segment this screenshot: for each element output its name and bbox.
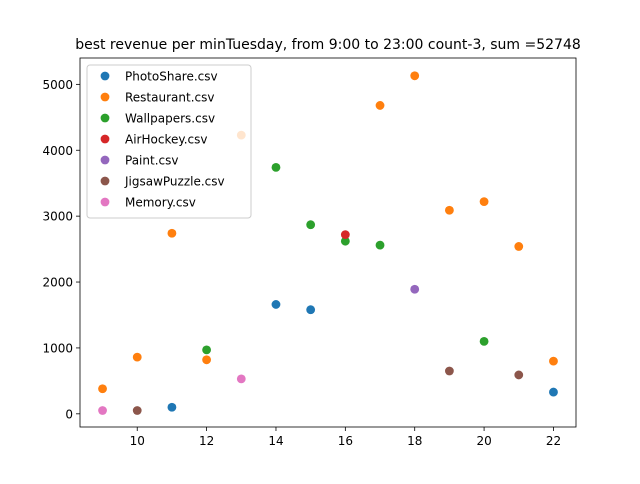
data-point-wallpapers [306, 220, 316, 230]
data-point-memory [236, 374, 246, 384]
x-tick-label: 14 [268, 434, 283, 448]
data-point-wallpapers [340, 236, 350, 246]
data-point-photoshare [271, 300, 281, 309]
data-point-jigsawpuzzle [514, 370, 524, 380]
data-point-jigsawpuzzle [132, 406, 142, 415]
y-tick-label: 4000 [42, 144, 73, 158]
legend-marker [100, 71, 110, 81]
y-tick-label: 3000 [42, 210, 73, 224]
legend: PhotoShare.csv Restaurant.csv Wallpapers.c… [86, 64, 252, 219]
legend-box [86, 64, 252, 219]
y-tick-label: 0 [65, 407, 73, 421]
y-tick-label: 2000 [42, 276, 73, 290]
data-point-restaurant [514, 242, 524, 251]
legend-marker [100, 113, 110, 123]
legend-label: Wallpapers.csv [125, 112, 215, 126]
data-point-restaurant [410, 71, 420, 81]
data-point-restaurant [479, 197, 489, 207]
data-point-wallpapers [375, 240, 385, 250]
data-point-restaurant [98, 384, 107, 394]
chart-title: best revenue per minTuesday, from 9:00 t… [75, 37, 581, 53]
legend-marker [100, 92, 110, 102]
data-point-restaurant [167, 228, 177, 238]
x-tick-label: 20 [476, 434, 491, 448]
data-point-memory [98, 406, 107, 415]
data-point-restaurant [202, 355, 212, 365]
legend-label: Paint.csv [125, 154, 178, 168]
data-point-restaurant [444, 205, 454, 215]
data-point-wallpapers [479, 336, 489, 346]
plot-area: 10 12 14 16 18 20 22 0 1000 2000 3000 4000 5000 Photo… [42, 57, 577, 448]
data-point-photoshare [549, 387, 558, 397]
data-point-restaurant [132, 352, 142, 362]
data-point-restaurant [549, 356, 558, 366]
data-point-jigsawpuzzle [444, 366, 454, 376]
data-point-restaurant [375, 101, 385, 110]
legend-label: AirHockey.csv [125, 133, 208, 147]
legend-marker [100, 134, 110, 144]
data-point-photoshare [306, 305, 316, 315]
data-point-paint [410, 284, 420, 294]
legend-label: Memory.csv [125, 196, 196, 210]
data-point-wallpapers [202, 345, 212, 355]
y-tick-label: 1000 [42, 341, 73, 355]
x-tick-label: 12 [199, 434, 214, 448]
legend-label: Restaurant.csv [125, 91, 214, 105]
legend-marker [100, 155, 110, 165]
x-tick-label: 10 [130, 434, 145, 448]
legend-marker [100, 176, 110, 186]
data-point-wallpapers [271, 162, 281, 172]
x-tick-label: 22 [546, 434, 561, 448]
data-point-photoshare [167, 402, 177, 412]
y-tick-label: 5000 [42, 78, 73, 92]
data-point-airhockey [340, 230, 350, 239]
legend-marker [100, 197, 110, 207]
legend-label: PhotoShare.csv [125, 70, 218, 84]
x-tick-label: 16 [338, 434, 353, 448]
axes-frame [79, 57, 577, 428]
legend-label: JigsawPuzzle.csv [124, 175, 225, 189]
x-tick-label: 18 [407, 434, 422, 448]
